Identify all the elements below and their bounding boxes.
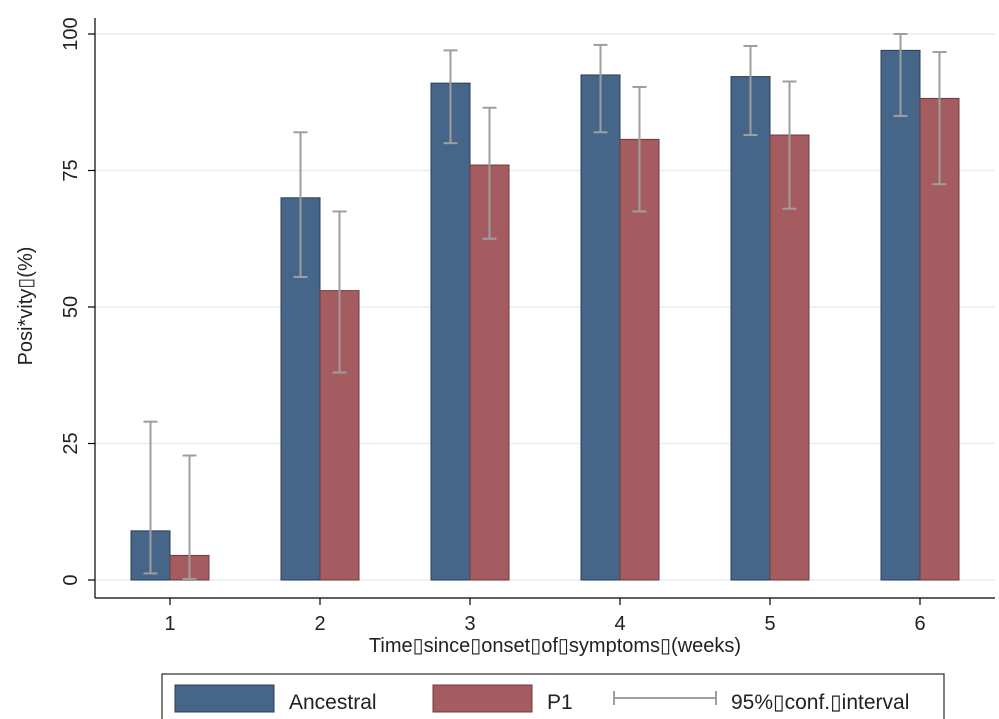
legend-label-ci: 95%▯conf.▯interval [731,691,909,714]
x-tick-label-6: 6 [914,613,925,635]
legend: Ancestral P1 95%▯conf.▯interval [161,673,945,719]
error-bar-p1-2 [332,210,347,374]
y-tick-label-75: 75 [60,159,82,181]
bar-ancestral-3 [430,82,471,581]
y-tick-label-100: 100 [60,17,82,50]
x-axis-title: Time▯since▯onset▯of▯symptoms▯(weeks) [369,635,741,657]
y-axis-title: Posi*vity▯(%) [15,247,37,366]
error-bar-p1-5 [782,80,797,210]
error-bar-ancestral-2 [293,131,308,278]
x-tick-label-1: 1 [164,613,175,635]
x-ticks: 1 2 3 4 5 6 [164,598,926,635]
bar-ancestral-2 [280,197,321,581]
bars [130,49,960,581]
error-bar-ancestral-3 [443,49,458,145]
error-bar-p1-1 [182,454,197,580]
legend-label-ancestral: Ancestral [289,691,377,714]
error-bar-ancestral-5 [743,45,758,137]
legend-swatch-p1 [432,684,533,713]
legend-swatch-ancestral [174,684,275,713]
error-bar-ancestral-4 [593,43,608,134]
y-ticks: 0 25 50 75 100 [60,17,95,586]
error-bar-p1-3 [482,106,497,240]
error-bar-ancestral-6 [893,33,908,117]
legend-ci-symbol [613,691,717,705]
x-tick-label-5: 5 [764,613,775,635]
grid-lines [95,33,995,581]
legend-box [161,673,945,719]
error-bar-ancestral-1 [143,420,158,575]
bar-ancestral-5 [730,76,771,581]
bar-ancestral-4 [580,74,621,581]
y-tick-label-25: 25 [60,432,82,454]
x-tick-label-3: 3 [464,613,475,635]
error-bars [143,33,947,580]
x-tick-label-4: 4 [614,613,625,635]
y-tick-label-50: 50 [60,296,82,318]
axes [94,18,995,599]
error-bar-p1-4 [632,85,647,213]
y-tick-label-0: 0 [60,574,82,585]
legend-label-p1: P1 [547,691,573,714]
x-tick-label-2: 2 [314,613,325,635]
bar-ancestral-6 [880,49,921,581]
error-bar-p1-6 [932,51,947,186]
